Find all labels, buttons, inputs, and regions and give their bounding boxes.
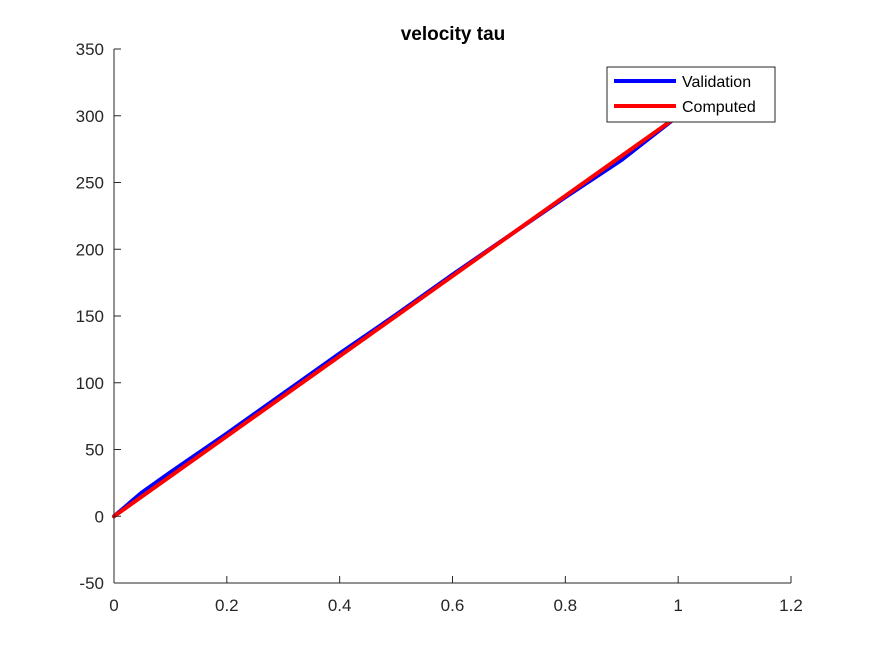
x-tick-label: 0.8 <box>554 596 578 615</box>
y-tick-label: 250 <box>76 174 104 193</box>
y-tick-label: 350 <box>76 40 104 59</box>
legend: Validation Computed <box>606 66 776 123</box>
x-tick-label: 0 <box>109 596 118 615</box>
y-tick-label: 200 <box>76 240 104 259</box>
y-tick-label: 300 <box>76 107 104 126</box>
legend-box <box>606 66 776 123</box>
series-line-computed <box>112 113 681 519</box>
axes: 0 0.2 0.4 0.6 0.8 1 1.2 -50 0 50 100 150 200 250 300 35… <box>76 40 803 615</box>
legend-label-computed: Computed <box>682 99 756 116</box>
y-tick-label: 50 <box>85 441 104 460</box>
x-tick-label: 1.2 <box>779 596 803 615</box>
x-tick-label: 0.6 <box>441 596 465 615</box>
x-tick-label: 0.2 <box>215 596 239 615</box>
y-tick-label: 150 <box>76 307 104 326</box>
y-tick-label: -50 <box>79 574 104 593</box>
x-tick-label: 1 <box>673 596 682 615</box>
plot-area <box>112 113 681 519</box>
y-tick-label: 0 <box>95 507 104 526</box>
legend-label-validation: Validation <box>682 74 751 91</box>
x-tick-label: 0.4 <box>328 596 352 615</box>
y-tick-label: 100 <box>76 374 104 393</box>
chart-title: velocity tau <box>401 24 506 45</box>
